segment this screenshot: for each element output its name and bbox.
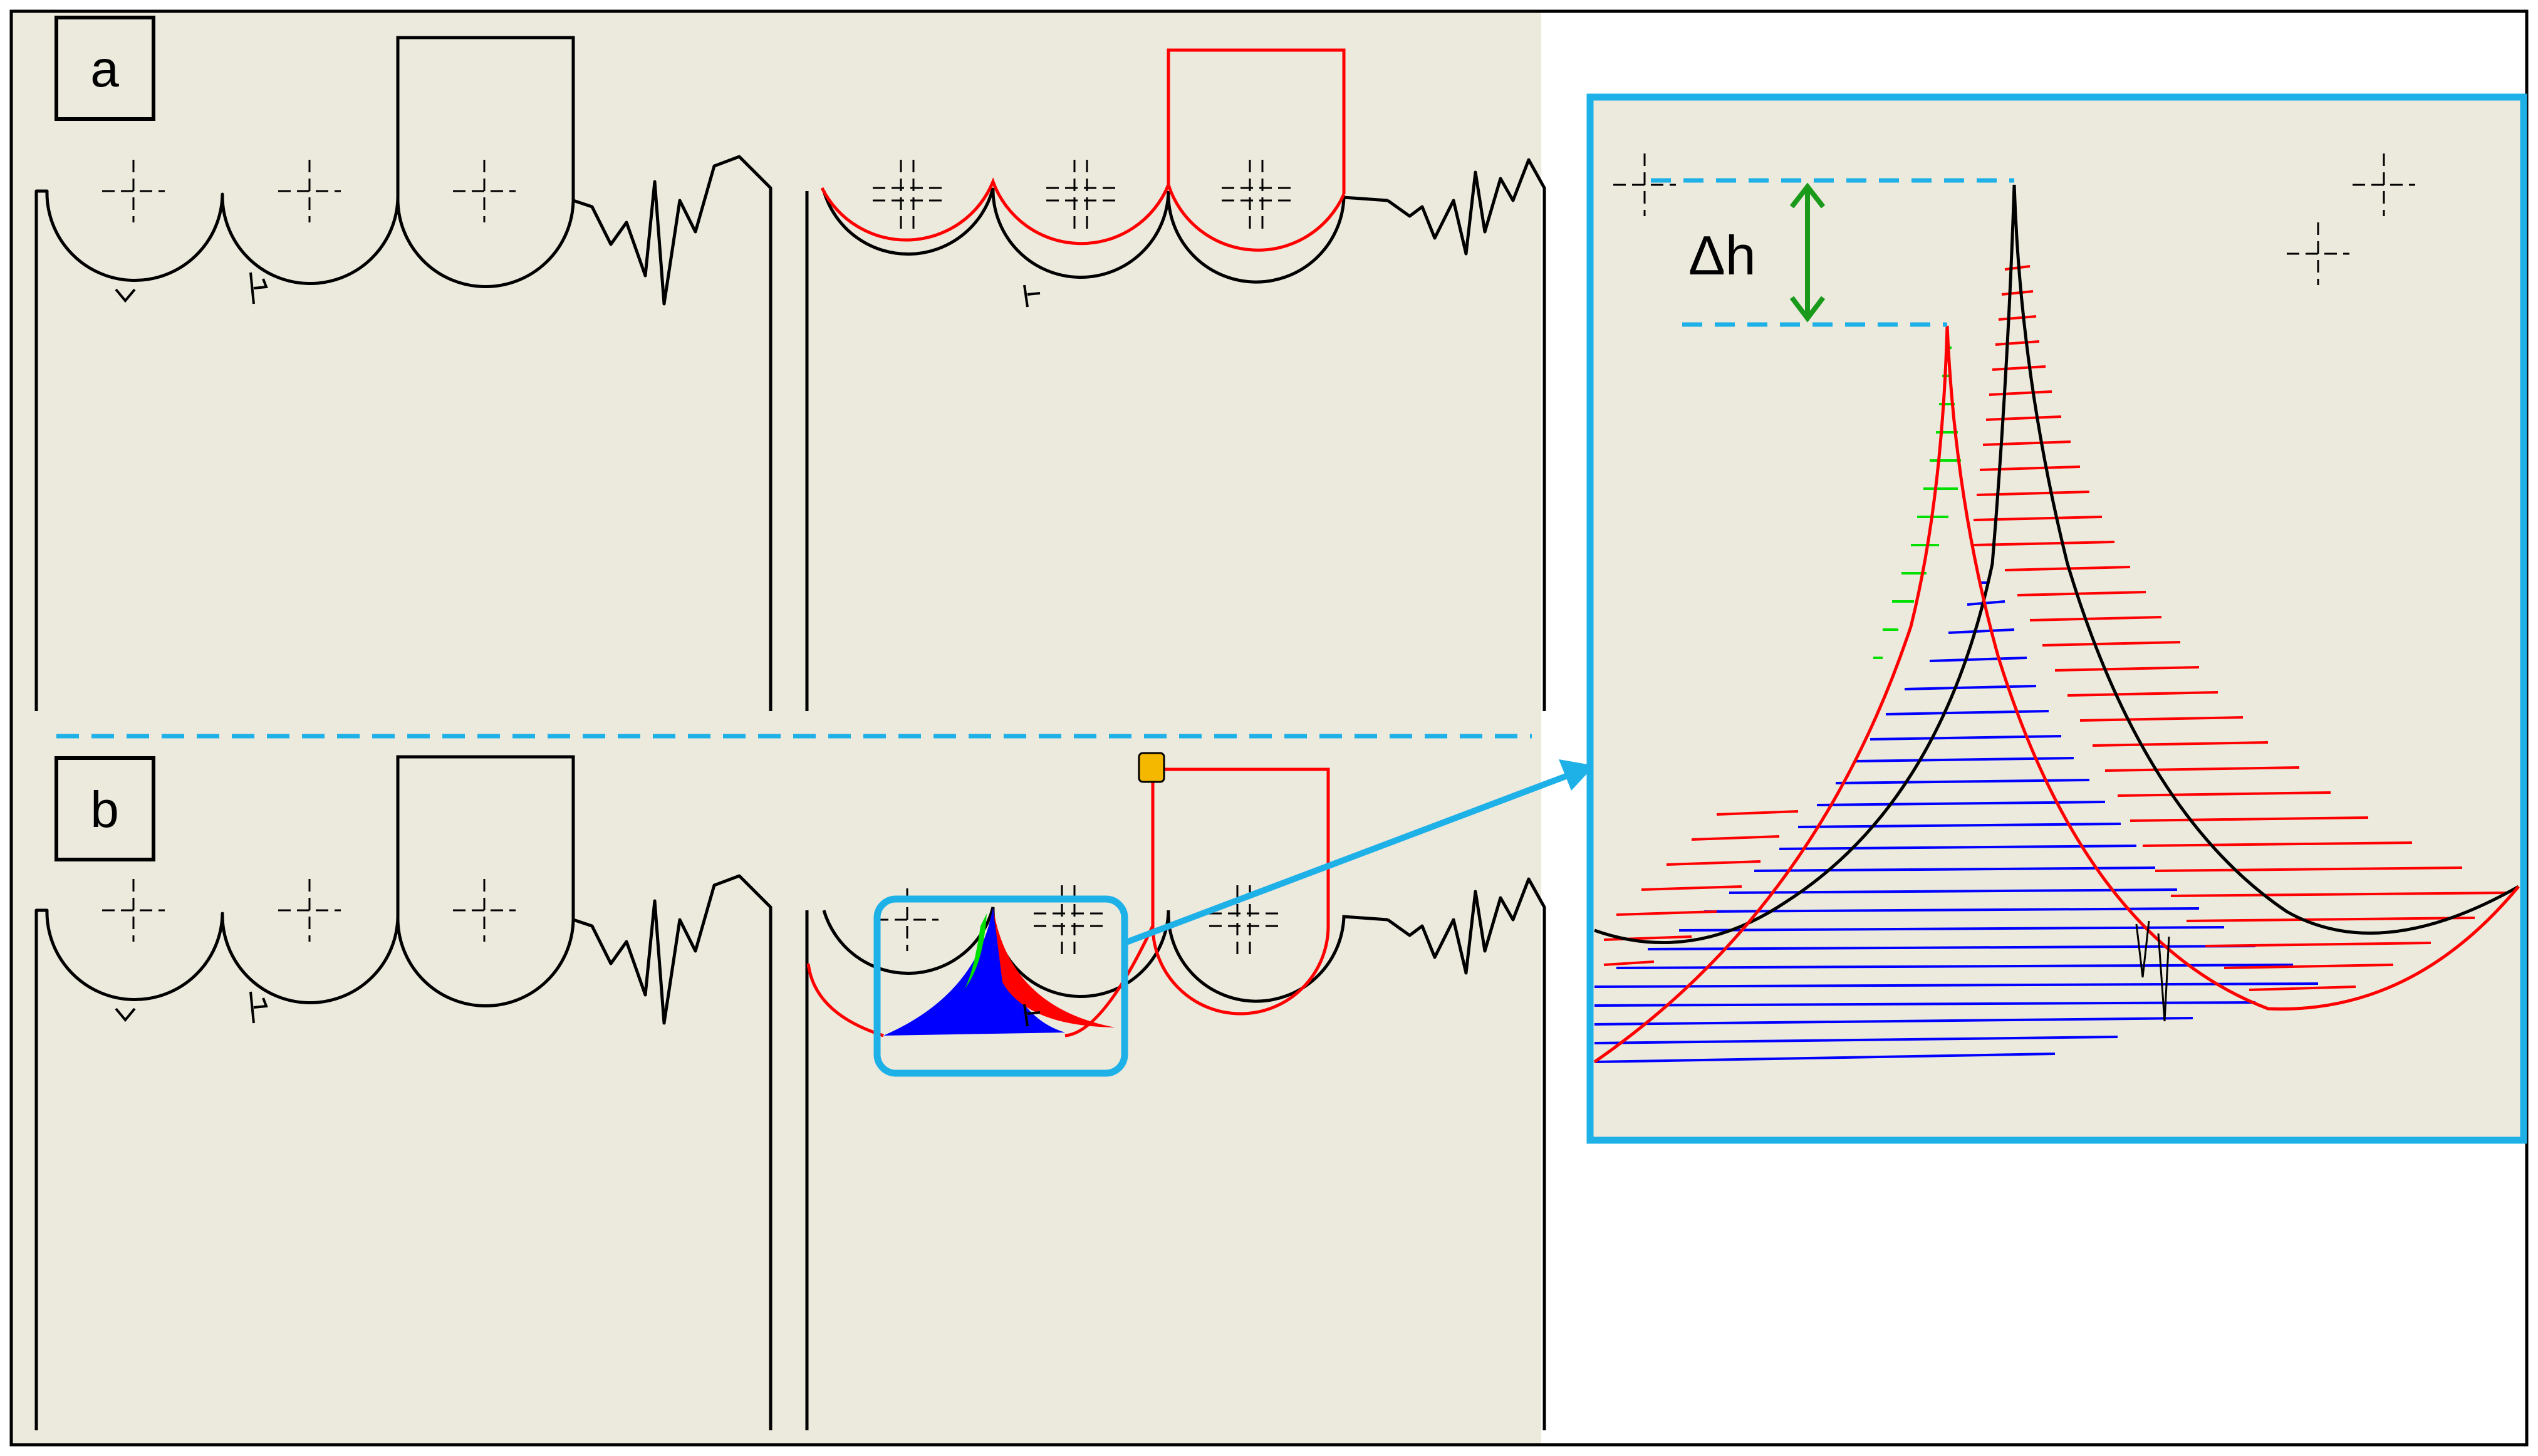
panel-b-black-scallops — [822, 907, 1388, 1003]
panel-b-right-profile — [806, 767, 1544, 1430]
panel-b: b — [36, 752, 1544, 1430]
panel-a-red-scallops — [820, 177, 1346, 252]
zoom-hatch-red — [1603, 265, 2507, 991]
panel-b-red-box — [1151, 767, 1330, 926]
zoom-panel: Δh — [1586, 93, 2527, 1144]
delta-h-arrow — [1789, 182, 1826, 323]
panel-a-right-profile — [807, 48, 1544, 711]
marker-handle[interactable] — [1138, 752, 1165, 783]
panel-a: a — [36, 16, 1544, 711]
panel-a-label-box — [55, 16, 155, 121]
panel-b-excess-fill — [993, 907, 1115, 1027]
zoom-panel-border — [1586, 93, 2527, 1144]
panel-b-label: b — [90, 781, 119, 838]
panel-b-background — [11, 729, 1541, 1445]
zoom-black-contour — [1594, 184, 2520, 944]
zoom-hatching — [1594, 265, 2507, 1063]
panel-b-red-scallops — [806, 925, 1330, 1037]
zoom-hatch-blue — [1594, 581, 2319, 1063]
delta-h-label: Δh — [1688, 224, 1756, 286]
panel-a-label: a — [90, 41, 119, 98]
zoom-source-box — [873, 895, 1128, 1077]
zoom-artifacts — [2135, 920, 2170, 1022]
panel-a-background — [11, 11, 1541, 729]
panel-a-black-scallops — [822, 187, 1388, 284]
panel-a-red-box — [1167, 48, 1346, 194]
panel-b-label-box — [55, 756, 155, 861]
zoom-red-contour — [1593, 325, 2520, 1064]
callout-arrow — [1123, 759, 1594, 946]
panel-b-gap-fill — [965, 913, 987, 989]
